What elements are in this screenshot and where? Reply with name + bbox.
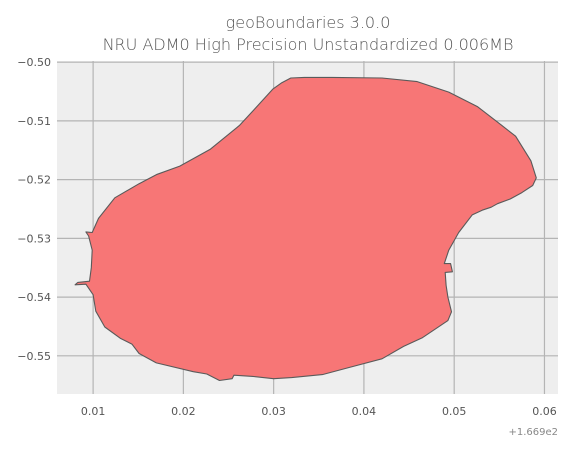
x-axis-offset-label: +1.669e2 [508,427,558,438]
y-tick-label: −0.55 [17,350,51,363]
country-boundary-polygon [74,76,537,382]
y-tick-label: −0.52 [17,174,51,187]
chart-subtitle: NRU ADM0 High Precision Unstandardized 0… [103,35,514,54]
x-tick-label: 0.03 [261,405,286,418]
x-axis-ticks: 0.01 0.02 0.03 0.04 0.05 0.06 [81,405,557,418]
x-tick-label: 0.02 [171,405,196,418]
x-tick-label: 0.06 [532,405,557,418]
y-tick-label: −0.54 [17,291,51,304]
y-tick-label: −0.51 [17,115,51,128]
y-tick-label: −0.53 [17,232,51,245]
x-tick-label: 0.01 [81,405,106,418]
y-tick-label: −0.50 [17,56,51,69]
y-axis-ticks: −0.50 −0.51 −0.52 −0.53 −0.54 −0.55 [17,56,51,363]
x-tick-label: 0.05 [442,405,467,418]
boundary-layer [74,76,537,382]
chart-title: geoBoundaries 3.0.0 [226,13,391,32]
x-tick-label: 0.04 [352,405,377,418]
